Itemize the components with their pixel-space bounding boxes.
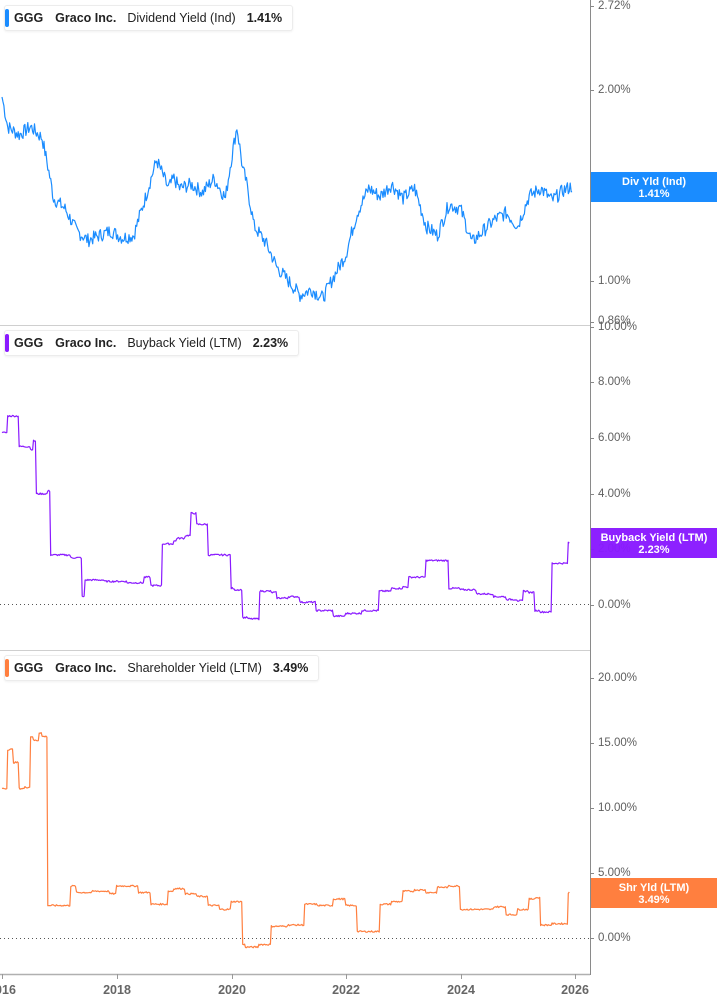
y-tick: [590, 322, 594, 323]
y-tick: [590, 808, 594, 809]
legend-ticker: GGG: [14, 661, 44, 675]
badge-value: 3.49%: [638, 894, 670, 906]
y-tick: [590, 327, 594, 328]
last-value-badge-shareholder: Shr Yld (LTM) 3.49%: [591, 878, 717, 908]
legend-shareholder-yield[interactable]: GGG Graco Inc. Shareholder Yield (LTM) 3…: [4, 655, 320, 681]
legend-value: 2.23%: [252, 336, 289, 350]
series-color-swatch: [5, 659, 9, 677]
x-tick: [117, 974, 118, 979]
x-tick: [461, 974, 462, 979]
y-label: 4.00%: [598, 488, 631, 500]
buyback-yield-line: [1, 414, 570, 621]
x-label: 2026: [561, 983, 589, 997]
badge-value: 2.23%: [638, 544, 670, 556]
legend-metric: Buyback Yield (LTM): [127, 336, 242, 350]
x-tick: [2, 974, 3, 979]
shareholder-yield-line: [1, 732, 570, 949]
y-label: 10.00%: [598, 802, 638, 814]
y-label: 0.00%: [598, 932, 631, 944]
badge-label: Buyback Yield (LTM): [600, 532, 708, 544]
legend-company: Graco Inc.: [55, 336, 117, 350]
y-tick: [590, 605, 594, 606]
legend-ticker: GGG: [14, 336, 44, 350]
y-tick: [590, 743, 594, 744]
y-tick: [590, 873, 594, 874]
legend-company: Graco Inc.: [55, 661, 117, 675]
y-tick: [590, 6, 594, 7]
x-label: 2020: [218, 983, 246, 997]
badge-label: Div Yld (Ind): [622, 176, 686, 188]
legend-dividend-yield[interactable]: GGG Graco Inc. Dividend Yield (Ind) 1.41…: [4, 5, 294, 31]
y-label: 5.00%: [598, 867, 631, 879]
legend-company: Graco Inc.: [55, 11, 117, 25]
legend-ticker: GGG: [14, 11, 44, 25]
x-tick: [232, 974, 233, 979]
dividend-yield-line: [1, 96, 573, 302]
legend-metric: Shareholder Yield (LTM): [127, 661, 262, 675]
y-tick: [590, 438, 594, 439]
y-label: 10.00%: [598, 321, 638, 333]
y-label: 20.00%: [598, 672, 638, 684]
y-label: 2.72%: [598, 0, 631, 12]
x-label: 2024: [447, 983, 475, 997]
panel-dividend-yield: GGG Graco Inc. Dividend Yield (Ind) 1.41…: [0, 0, 717, 325]
x-tick: [346, 974, 347, 979]
y-tick: [590, 90, 594, 91]
x-label: 2016: [0, 983, 16, 997]
panel-buyback-yield: GGG Graco Inc. Buyback Yield (LTM) 2.23%: [0, 326, 717, 650]
last-value-badge-buyback: Buyback Yield (LTM) 2.23%: [591, 528, 717, 558]
y-tick: [590, 382, 594, 383]
y-label: 6.00%: [598, 432, 631, 444]
x-label: 2022: [332, 983, 360, 997]
legend-value: 3.49%: [272, 661, 309, 675]
x-label: 2018: [103, 983, 131, 997]
y-label: 8.00%: [598, 376, 631, 388]
y-label: 0.00%: [598, 599, 631, 611]
y-label: 1.00%: [598, 275, 631, 287]
series-color-swatch: [5, 9, 9, 27]
panel-shareholder-yield: GGG Graco Inc. Shareholder Yield (LTM) 3…: [0, 651, 717, 975]
badge-value: 1.41%: [638, 188, 670, 200]
y-tick: [590, 494, 594, 495]
series-color-swatch: [5, 334, 9, 352]
legend-buyback-yield[interactable]: GGG Graco Inc. Buyback Yield (LTM) 2.23%: [4, 330, 300, 356]
y-tick: [590, 938, 594, 939]
y-label: 0.86%: [598, 315, 631, 327]
y-tick: [590, 281, 594, 282]
x-tick: [575, 974, 576, 979]
legend-value: 1.41%: [246, 11, 283, 25]
badge-label: Shr Yld (LTM): [618, 882, 690, 894]
legend-metric: Dividend Yield (Ind): [127, 11, 236, 25]
y-label: 2.00%: [598, 84, 631, 96]
y-label: 15.00%: [598, 737, 638, 749]
last-value-badge-dividend: Div Yld (Ind) 1.41%: [591, 172, 717, 202]
y-tick: [590, 678, 594, 679]
